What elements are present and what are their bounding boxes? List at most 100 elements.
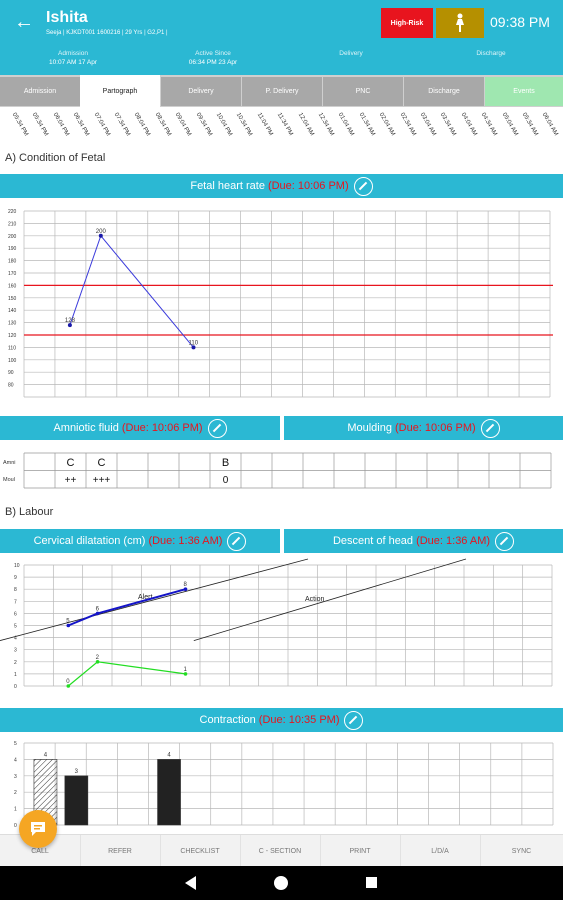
moulding-label: Moulding xyxy=(347,422,392,434)
y-tick-label: 4 xyxy=(14,757,17,763)
y-tick-label: 9 xyxy=(14,575,17,581)
nav-home-icon[interactable] xyxy=(274,876,288,890)
time-axis-label: 10:04 PM xyxy=(214,112,233,138)
time-axis-label: 04:34 AM xyxy=(479,112,498,137)
figure-icon-svg xyxy=(456,13,464,32)
pregnant-woman-icon[interactable] xyxy=(436,8,484,38)
pencil-icon[interactable] xyxy=(207,418,227,438)
time-axis-label: 12:34 AM xyxy=(316,112,335,137)
descent-of-head-header: Descent of head (Due: 1:36 AM) xyxy=(284,529,563,553)
cervical-dilatation-chart: 0 1 2 3 4 5 6 7 8 9 10 Alert Action 5 6 8 0 2 1 xyxy=(0,558,553,690)
time-axis-label: 02:34 AM xyxy=(398,112,417,137)
y-tick-label: 10 xyxy=(14,563,20,569)
cervical-dilatation-header: Cervical dilatation (cm) (Due: 1:36 AM) xyxy=(0,529,280,553)
series-point-label: 1 xyxy=(184,667,188,673)
series-point-label: 2 xyxy=(96,655,100,661)
amniotic-due: (Due: 10:06 PM) xyxy=(121,422,203,434)
contraction-bar-label: 4 xyxy=(44,752,48,758)
tab-events[interactable]: Events xyxy=(485,77,563,106)
tab-partograph[interactable]: Partograph xyxy=(80,75,160,107)
lda-button[interactable]: L/D/A xyxy=(400,835,481,867)
time-axis-label: 06:04 AM xyxy=(541,112,560,137)
y-tick-label: 180 xyxy=(8,259,17,265)
tab-delivery[interactable]: Delivery xyxy=(161,77,241,106)
info-label: Delivery xyxy=(339,50,363,57)
pencil-icon[interactable] xyxy=(480,418,500,438)
series-point-label: 5 xyxy=(66,619,70,625)
high-risk-badge[interactable]: High-Risk xyxy=(381,8,433,38)
info-value: 10:07 AM 17 Apr xyxy=(48,59,98,66)
fetal-heart-rate-chart: 80 90 100 110 120 130 140 150 160 170 180 190 200 210… xyxy=(8,209,553,398)
pencil-icon[interactable] xyxy=(344,710,364,730)
series-point xyxy=(183,672,188,676)
amniotic-cell-value: B xyxy=(222,457,229,469)
fhr-point xyxy=(191,345,196,350)
chat-fab-button[interactable] xyxy=(19,810,57,848)
nav-back-icon[interactable] xyxy=(185,876,196,890)
reference-line-label: Action xyxy=(305,596,325,603)
time-axis-label: 06:34 PM xyxy=(71,112,91,138)
c-section-button[interactable]: C - SECTION xyxy=(240,835,321,867)
info-active-since: Active Since 06:34 PM 23 Apr xyxy=(158,49,268,67)
print-button[interactable]: PRINT xyxy=(320,835,401,867)
system-nav-bar xyxy=(0,866,563,900)
tab-bar: Admission Partograph Delivery P. Deliver… xyxy=(0,75,563,107)
y-tick-label: 140 xyxy=(8,308,17,314)
amniotic-cell-value: C xyxy=(67,457,75,469)
contraction-label: Contraction xyxy=(199,714,256,726)
chat-bubble-icon xyxy=(31,822,45,836)
info-admission: Admission 10:07 AM 17 Apr xyxy=(18,49,128,67)
y-tick-label: 190 xyxy=(8,246,17,252)
time-axis-label: 05:04 AM xyxy=(500,112,519,137)
cervical-due: (Due: 1:36 AM) xyxy=(148,535,223,547)
descent-label: Descent of head xyxy=(332,535,414,547)
sync-button[interactable]: SYNC xyxy=(511,847,532,855)
fhr-point-label: 128 xyxy=(65,318,76,324)
y-tick-label: 80 xyxy=(8,383,14,389)
tab-discharge[interactable]: Discharge xyxy=(404,77,484,106)
fetal-label: Fetal heart rate xyxy=(190,180,265,192)
info-discharge: Discharge xyxy=(436,49,546,58)
time-axis-label: 05:34 PM xyxy=(31,112,50,138)
app-bar: ← Ishita Seeja | KJKDT001 1600216 | 29 Y… xyxy=(0,0,563,75)
time-axis-label: 11:04 PM xyxy=(255,112,274,137)
fhr-point xyxy=(67,323,72,328)
row-label: Moul xyxy=(3,477,15,483)
moulding-due: (Due: 10:06 PM) xyxy=(394,422,476,434)
call-button[interactable]: CALL xyxy=(0,835,81,867)
y-tick-label: 120 xyxy=(8,333,17,339)
tab-p-delivery[interactable]: P. Delivery xyxy=(242,77,322,106)
back-arrow-icon[interactable]: ← xyxy=(14,11,34,33)
reference-line xyxy=(193,558,467,641)
y-tick-label: 220 xyxy=(8,209,17,215)
info-label: Admission xyxy=(58,50,88,57)
y-tick-label: 0 xyxy=(14,823,17,829)
y-tick-label: 2 xyxy=(14,660,17,666)
y-tick-label: 3 xyxy=(14,648,17,654)
tab-pnc[interactable]: PNC xyxy=(323,77,403,106)
time-axis: 05:34 PM 05:34 PM 06:04 PM 06:34 PM 07:04 PM… xyxy=(0,108,563,148)
y-tick-label: 1 xyxy=(14,807,17,813)
section-a-title: A) Condition of Fetal xyxy=(5,152,106,164)
time-axis-label: 09:34 PM xyxy=(194,112,213,138)
time-axis-label: 02:04 AM xyxy=(377,112,396,137)
tab-admission[interactable]: Admission xyxy=(0,77,80,106)
refer-button[interactable]: REFER xyxy=(80,835,161,867)
pencil-icon[interactable] xyxy=(353,176,373,196)
y-tick-label: 170 xyxy=(8,271,17,277)
moulding-header: Moulding (Due: 10:06 PM) xyxy=(284,416,563,440)
fhr-point xyxy=(98,233,103,238)
series-point xyxy=(66,623,71,628)
y-tick-label: 4 xyxy=(14,636,17,642)
y-tick-label: 100 xyxy=(8,358,17,364)
contraction-bar-label: 4 xyxy=(167,752,171,758)
checklist-button[interactable]: CHECKLIST xyxy=(160,835,241,867)
reference-line-label: Alert xyxy=(138,594,152,601)
fhr-point-label: 200 xyxy=(96,229,107,235)
y-tick-label: 3 xyxy=(14,774,17,780)
info-label: Discharge xyxy=(476,50,506,57)
pencil-icon[interactable] xyxy=(227,531,247,551)
nav-recent-icon[interactable] xyxy=(366,877,377,888)
pencil-icon[interactable] xyxy=(495,531,515,551)
